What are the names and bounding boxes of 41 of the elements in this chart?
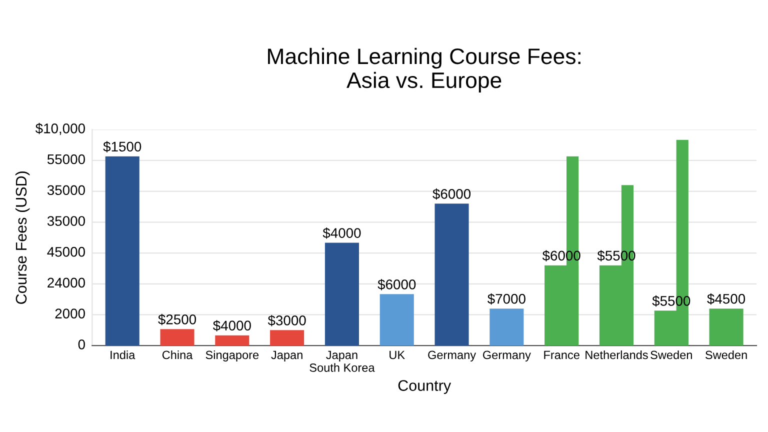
x-tick-label: Netherlands xyxy=(586,350,648,360)
x-tick-label: China xyxy=(162,350,193,360)
bar xyxy=(160,329,194,346)
annotation: $2500 xyxy=(158,314,196,326)
text: 45000 xyxy=(47,246,85,257)
x-axis-title: Country xyxy=(398,380,452,394)
x-tick-label: UK xyxy=(390,350,405,360)
x-tick-label: Germany xyxy=(428,350,476,362)
bar xyxy=(380,294,414,346)
text: 2000 xyxy=(55,308,85,318)
annotation: $6000 xyxy=(378,278,416,290)
x-tick-label: India xyxy=(110,350,136,360)
text: 55000 xyxy=(47,154,85,164)
annotation: $7000 xyxy=(488,293,526,305)
bar xyxy=(434,204,469,346)
bar xyxy=(215,335,250,346)
x-tick-label: France xyxy=(544,350,580,360)
annotation: $6000 xyxy=(432,188,471,200)
annotation: $4500 xyxy=(707,293,746,305)
x-tick-label: Japan South Korea xyxy=(310,350,375,372)
bar xyxy=(709,308,744,346)
annotation: $3000 xyxy=(268,314,306,326)
x-tick-label: Sweden xyxy=(650,350,692,360)
x-tick-label: Germany xyxy=(482,350,531,362)
bar xyxy=(324,242,359,346)
bar xyxy=(490,308,524,346)
annotation: $4000 xyxy=(213,320,251,332)
y-axis-title: Course Fees (USD) xyxy=(15,171,30,304)
x-tick-label: Singapore xyxy=(206,350,259,362)
annotation: $1500 xyxy=(103,141,142,152)
text: 0 xyxy=(78,339,85,350)
bar xyxy=(270,330,304,346)
annotation: $4000 xyxy=(322,228,361,239)
chart-title: Machine Learning Course Fees: Asia vs. Europe xyxy=(268,48,580,93)
text: 24000 xyxy=(48,278,85,288)
text: $10,000 xyxy=(35,122,85,135)
text: 35000 xyxy=(47,185,85,196)
x-tick-label: Sweden xyxy=(705,350,747,360)
text: 35000 xyxy=(47,216,85,226)
bar xyxy=(105,156,140,346)
x-tick-label: Japan xyxy=(271,350,302,362)
